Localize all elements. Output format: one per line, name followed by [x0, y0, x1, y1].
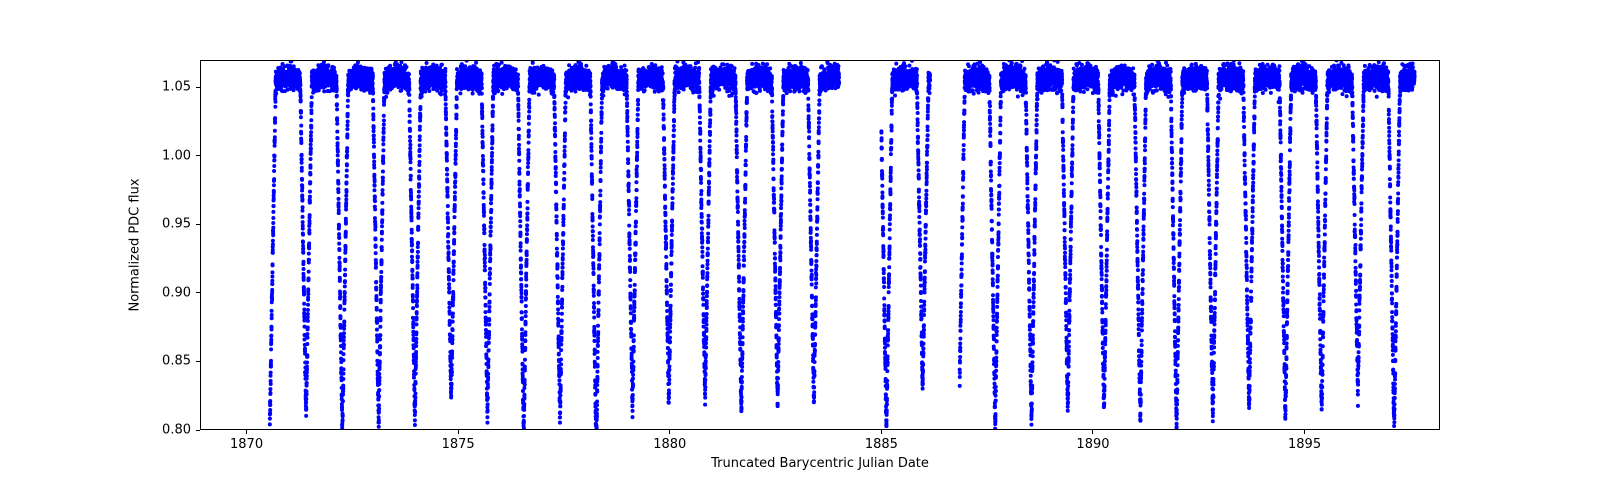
ytick: [196, 155, 200, 156]
xtick: [458, 430, 459, 434]
ytick: [196, 430, 200, 431]
xtick-label: 1895: [1288, 437, 1321, 452]
xtick: [1092, 430, 1093, 434]
ytick: [196, 224, 200, 225]
xtick-label: 1880: [653, 437, 686, 452]
xtick: [1304, 430, 1305, 434]
xtick-label: 1890: [1076, 437, 1109, 452]
axes: [200, 60, 1440, 430]
ytick-label: 0.90: [162, 285, 191, 300]
x-axis-label: Truncated Barycentric Julian Date: [711, 456, 929, 471]
ytick-label: 0.95: [162, 217, 191, 232]
xtick: [669, 430, 670, 434]
xtick-label: 1870: [230, 437, 263, 452]
ytick-label: 0.80: [162, 423, 191, 438]
ytick-label: 0.85: [162, 354, 191, 369]
ytick: [196, 292, 200, 293]
xtick-label: 1875: [442, 437, 475, 452]
figure: 1870 1875 1880 1885 1890 1895 0.80 0.85 0.90 0.9…: [0, 0, 1600, 500]
light-curve-scatter: [200, 60, 1440, 430]
ytick-label: 1.05: [162, 80, 191, 95]
xtick: [881, 430, 882, 434]
ytick-label: 1.00: [162, 148, 191, 163]
ytick: [196, 87, 200, 88]
xtick-label: 1885: [865, 437, 898, 452]
y-axis-label: Normalized PDC flux: [128, 178, 143, 311]
ytick: [196, 361, 200, 362]
xtick: [246, 430, 247, 434]
